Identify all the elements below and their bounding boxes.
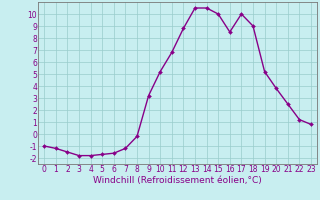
X-axis label: Windchill (Refroidissement éolien,°C): Windchill (Refroidissement éolien,°C) <box>93 176 262 185</box>
